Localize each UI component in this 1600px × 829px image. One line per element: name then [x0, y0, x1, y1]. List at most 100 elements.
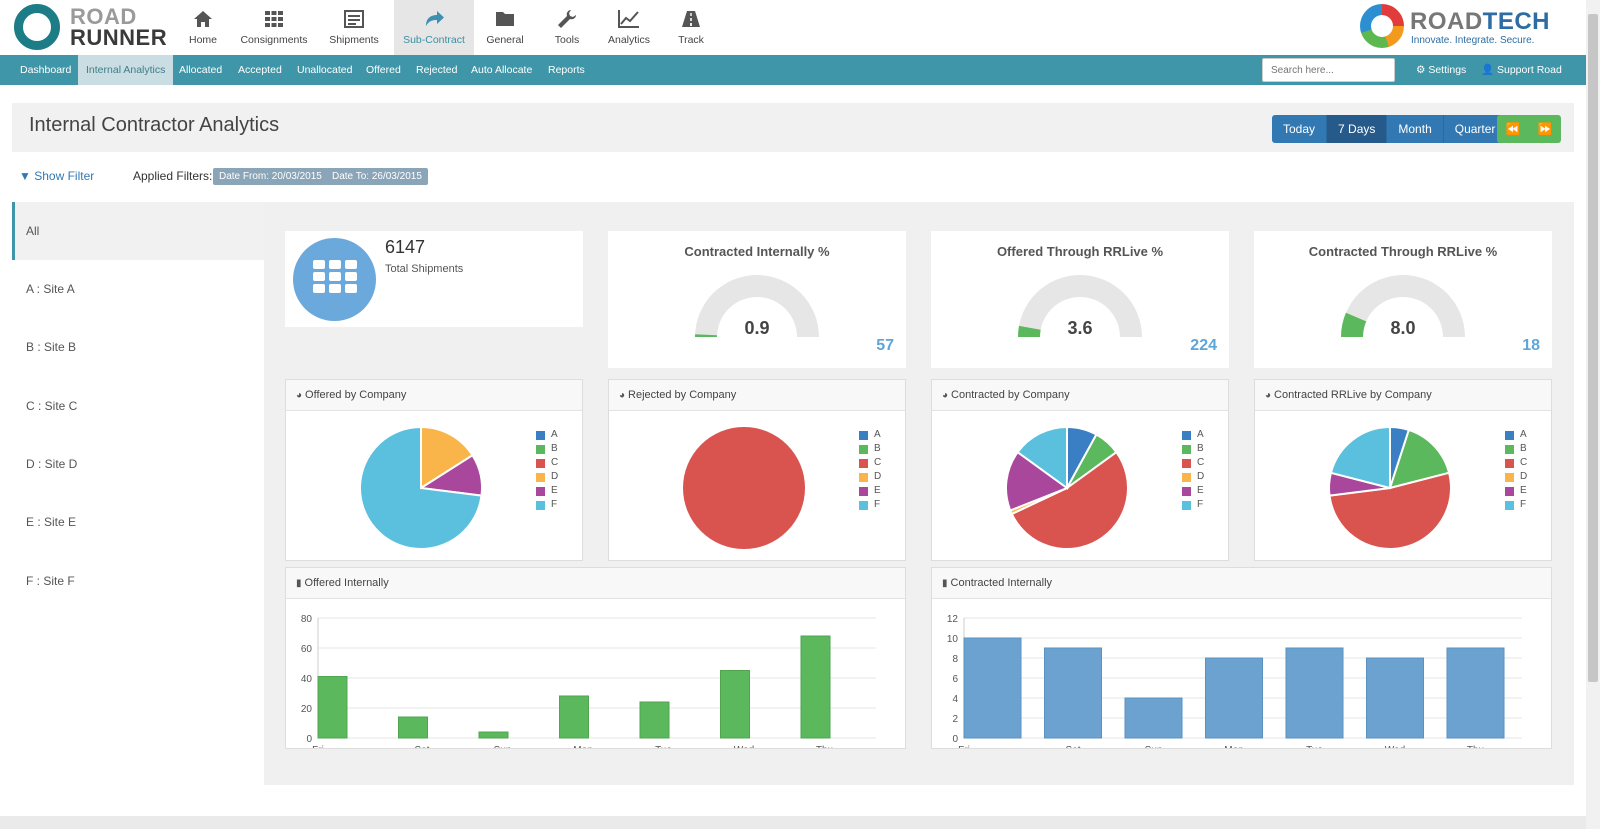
bar-sat [1044, 647, 1102, 739]
legend-item-c[interactable]: C [1182, 456, 1204, 470]
gauge-count[interactable]: 18 [1522, 337, 1540, 354]
pie-slice-b [1388, 428, 1451, 490]
grid-icon [313, 260, 357, 293]
y-tick-label: 8 [952, 654, 958, 665]
gauge-track [1341, 275, 1465, 337]
legend-item-c[interactable]: C [536, 456, 558, 470]
legend-item-f[interactable]: F [1505, 498, 1527, 512]
gauge-title: Offered Through RRLive % [996, 244, 1164, 259]
show-filter-link[interactable]: ▼ Show Filter [19, 169, 94, 183]
subnav-internal-analytics[interactable]: Internal Analytics [78, 55, 174, 85]
legend-item-f[interactable]: F [536, 498, 558, 512]
nav-analytics[interactable]: Analytics [598, 0, 660, 55]
bar-thu [1446, 647, 1505, 739]
legend-item-e[interactable]: E [1505, 484, 1527, 498]
page-scrollbar[interactable] [1586, 0, 1600, 829]
legend-label: E [551, 485, 558, 496]
previous-period-button[interactable]: ⏪ [1497, 115, 1529, 143]
legend-item-b[interactable]: B [1182, 442, 1204, 456]
period-today-button[interactable]: Today [1272, 115, 1328, 143]
site-item-c[interactable]: C : Site C [26, 399, 78, 413]
legend-item-d[interactable]: D [859, 470, 881, 484]
site-item-e[interactable]: E : Site E [26, 515, 77, 529]
pie-chart [1005, 425, 1129, 550]
gauge-title: Contracted Internally % [684, 244, 830, 259]
legend-item-b[interactable]: B [859, 442, 881, 456]
legend-item-a[interactable]: A [859, 428, 881, 442]
site-item-f[interactable]: F : Site F [26, 574, 75, 588]
main-nav: Home Consignments Shipments Sub-Contract… [172, 0, 722, 55]
gauge-card-contracted-internally: Contracted Internally % 0.9 57 [608, 231, 906, 368]
legend-item-e[interactable]: E [1182, 484, 1204, 498]
brand-tagline: Innovate. Integrate. Secure. [1411, 35, 1535, 46]
nav-sub-contract[interactable]: Sub-Contract [394, 0, 474, 55]
nav-shipments[interactable]: Shipments [314, 0, 394, 55]
pie-chart-icon: ◕ [1265, 390, 1272, 401]
bar-signal-icon: ▮ [296, 578, 302, 589]
subnav-accepted[interactable]: Accepted [238, 64, 282, 76]
subnav-offered[interactable]: Offered [366, 64, 401, 76]
period-quarter-button[interactable]: Quarter [1443, 115, 1507, 143]
roadtech-logo[interactable]: ROADTECH Innovate. Integrate. Secure. [1360, 4, 1550, 52]
legend-swatch [1505, 458, 1514, 468]
gear-icon: ⚙ [1416, 64, 1426, 76]
legend-item-c[interactable]: C [859, 456, 881, 470]
nav-track[interactable]: Track [660, 0, 722, 55]
filter-tag-date-from[interactable]: Date From: 20/03/2015 [213, 168, 328, 185]
site-item-d[interactable]: D : Site D [26, 457, 78, 471]
subnav-auto-allocate[interactable]: Auto Allocate [471, 64, 533, 76]
bar-sun [1124, 697, 1183, 739]
subnav-reports[interactable]: Reports [548, 64, 585, 76]
legend-item-c[interactable]: C [1505, 456, 1527, 470]
y-tick-label: 40 [301, 674, 313, 685]
nav-general[interactable]: General [474, 0, 536, 55]
gauge-count[interactable]: 57 [876, 337, 894, 354]
legend-swatch [1182, 458, 1191, 468]
legend-swatch [859, 486, 868, 496]
site-item-b[interactable]: B : Site B [26, 340, 77, 354]
legend-item-d[interactable]: D [1505, 470, 1527, 484]
site-item-all[interactable]: All [12, 202, 264, 260]
period-month-button[interactable]: Month [1387, 115, 1444, 143]
legend-item-e[interactable]: E [859, 484, 881, 498]
legend-item-a[interactable]: A [536, 428, 558, 442]
site-item-a[interactable]: A : Site A [26, 282, 75, 296]
bar-signal-icon: ▮ [942, 578, 948, 589]
scrollbar-thumb[interactable] [1588, 14, 1598, 682]
nav-home[interactable]: Home [172, 0, 234, 55]
subnav-unallocated[interactable]: Unallocated [297, 64, 353, 76]
legend-item-a[interactable]: A [1182, 428, 1204, 442]
page-title: Internal Contractor Analytics [29, 114, 280, 136]
pie-chart [1328, 425, 1452, 550]
settings-link[interactable]: ⚙ Settings [1416, 55, 1466, 85]
bar-chart: 0 2 4 6 8 10 12 Fri Sat Sun Mon Tue Wed Thu [947, 614, 1522, 748]
legend-swatch [536, 472, 545, 482]
legend-item-d[interactable]: D [536, 470, 558, 484]
gauge-track [1018, 275, 1142, 337]
roadrunner-logo[interactable]: ROAD RUNNER [14, 4, 167, 52]
site-sidebar: All A : Site A B : Site B C : Site C D :… [12, 202, 264, 785]
subnav-dashboard[interactable]: Dashboard [20, 64, 72, 76]
nav-tools[interactable]: Tools [536, 0, 598, 55]
legend-item-e[interactable]: E [536, 484, 558, 498]
bar-sat [398, 716, 428, 739]
logo-line-1: ROAD [70, 4, 137, 29]
subnav-rejected[interactable]: Rejected [416, 64, 458, 76]
legend-item-b[interactable]: B [1505, 442, 1527, 456]
period-7days-button[interactable]: 7 Days [1327, 115, 1388, 143]
legend-item-b[interactable]: B [536, 442, 558, 456]
legend-item-d[interactable]: D [1182, 470, 1204, 484]
settings-label: Settings [1428, 64, 1467, 76]
legend-item-f[interactable]: F [1182, 498, 1204, 512]
nav-consignments[interactable]: Consignments [234, 0, 314, 55]
next-period-button[interactable]: ⏩ [1529, 115, 1561, 143]
legend-item-a[interactable]: A [1505, 428, 1527, 442]
y-tick-label: 10 [947, 634, 959, 645]
legend-item-f[interactable]: F [859, 498, 881, 512]
filter-tag-date-to[interactable]: Date To: 26/03/2015 [326, 168, 428, 185]
gauge-count[interactable]: 224 [1190, 337, 1217, 354]
support-link[interactable]: 👤 Support Road Tech [1481, 55, 1586, 106]
subnav-allocated[interactable]: Allocated [179, 64, 223, 76]
search-input[interactable] [1262, 58, 1395, 82]
gauge-fill [1341, 312, 1367, 337]
